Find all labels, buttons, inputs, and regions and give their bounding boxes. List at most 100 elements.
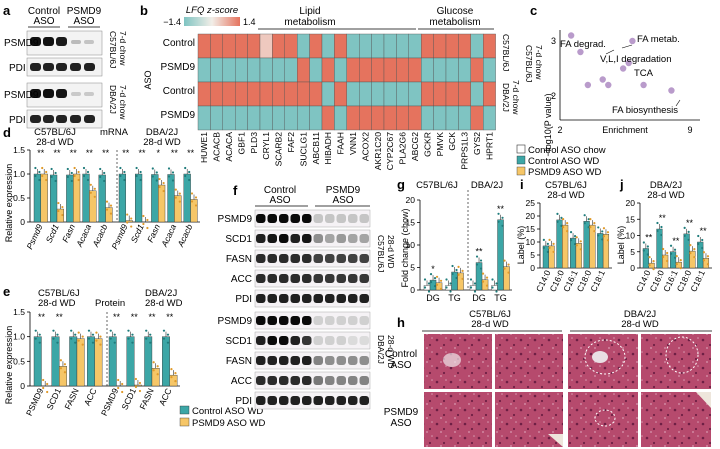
heat-cell (234, 81, 248, 107)
heat-cell (383, 33, 397, 59)
f-dba-band (336, 376, 346, 385)
d-bar-psmd9-dot (109, 212, 113, 215)
gene-label: GCKR (422, 132, 432, 157)
f-dba-band (267, 396, 277, 405)
e-bar-control-dot (56, 341, 59, 344)
e-bar-control-dot (131, 341, 134, 344)
d-significance: ** (37, 148, 45, 158)
g-bar-chow-dot (427, 290, 431, 293)
j-bar-psmd9-dot (666, 251, 669, 255)
b-gene-labels: HUWE1 ACACB ACACA GBF1 PLD3 CRYL1 SCARB2 FAF2 SU… (199, 132, 494, 170)
g-bar-chow-dot (473, 282, 477, 285)
h-img-7 (568, 392, 638, 447)
c-side3: 7-d chow (534, 45, 544, 80)
enrichment-point (619, 65, 627, 72)
d-bar-control-dot (151, 167, 154, 170)
d-bar-control-dot (66, 167, 69, 171)
d-bar-psmd9-dot (130, 217, 133, 220)
panel-c: c C57BL/6J 7-d chow −log10(P value) 3 2 … (524, 3, 700, 157)
d-bar-control-dot (50, 167, 53, 171)
y-tick-label: 20 (626, 198, 636, 208)
g-bar-control-dot (479, 259, 483, 262)
g-bar-control-dot (433, 285, 437, 288)
g-bar-psmd9-dot (503, 267, 506, 270)
panel-g: g C57BL/6J DBA/2J Fold change (chow) 0 5 1… (397, 144, 606, 303)
heat-cell (321, 57, 335, 83)
j-bar-psmd9-dot (652, 260, 655, 263)
j-significance: ** (672, 236, 680, 246)
j-bar-psmd9-dot (702, 251, 706, 254)
f-dba-band (256, 336, 266, 345)
e-bar-control-dot (145, 329, 148, 332)
gene-label: GBF1 (236, 132, 246, 155)
d-bar-control-dot (171, 171, 175, 174)
d-significance: ** (122, 148, 130, 158)
panel-j: j DBA/2J 28-d WD Label (%) 05101520C14:0… (616, 177, 712, 293)
gene-label: ABCB11 (311, 132, 321, 165)
f-b6-band (302, 294, 312, 303)
d-bar-psmd9 (174, 195, 182, 223)
f-b6-row-label: SCD1 (225, 234, 252, 245)
y-tick-label: 1.0 (13, 332, 25, 342)
f-col1b: ASO (269, 195, 290, 206)
d-significance: ** (53, 148, 61, 158)
h-row1b: ASO (390, 360, 411, 371)
heat-cell (284, 105, 298, 131)
enrichment-point (625, 59, 632, 67)
heat-cell (247, 105, 261, 131)
heat-cell (272, 105, 285, 131)
gene-label: PLD3 (249, 132, 259, 154)
y-tick-label: 15 (526, 224, 536, 234)
e-bar-control-dot (52, 337, 55, 340)
d-bar-psmd9-dot (41, 174, 44, 178)
f-dba-band (336, 336, 346, 345)
heat-cell (359, 81, 372, 107)
d-bar-control-dot (54, 179, 57, 183)
b-scale-min: −1.4 (163, 17, 181, 27)
heat-cell (234, 105, 248, 131)
g-bar-chow-dot (495, 282, 498, 285)
g-bar-chow-dot (423, 278, 427, 281)
g-bar-chow-dot (491, 278, 494, 281)
a-row-pdi-1: PDI (9, 63, 26, 74)
j-bar-control-dot (660, 225, 663, 229)
f-b6-row-label: PDI (235, 294, 252, 305)
d-bar-psmd9-dot (178, 192, 181, 195)
i-bar-control (542, 245, 549, 269)
f-dba-band (336, 356, 346, 365)
d-bar-control-dot (123, 178, 126, 182)
heat-cell (334, 57, 347, 83)
g-legend2: Control ASO WD (528, 156, 599, 167)
panel-i: i C57BL/6J 28-d WD Label (%) 0510152025C… (516, 177, 612, 293)
e-bar-psmd9 (59, 366, 67, 387)
g-bar-control-dot (497, 220, 500, 223)
heat-cell (247, 81, 261, 107)
i-bar-control-dot (587, 226, 590, 229)
f-b6-band (359, 254, 369, 263)
i-bar-control-dot (569, 231, 573, 234)
d-significance: * (156, 148, 160, 158)
e-bar-control-dot (127, 337, 130, 340)
gene-label: ACACB (212, 132, 222, 162)
d-bar-control-dot (82, 166, 86, 170)
e-bar-psmd9-dot (134, 377, 138, 381)
e-bar-psmd9-dot (152, 361, 155, 364)
i-bar-control-dot (560, 224, 563, 227)
f-dba-band (336, 396, 346, 405)
g-bar-chow-dot (469, 278, 473, 281)
d-gene-label: Acaca (74, 222, 94, 249)
i-bar-psmd9-dot (593, 222, 596, 225)
d-bar-control-dot (86, 170, 90, 174)
heat-cell (408, 57, 422, 83)
e-bar-psmd9-dot (99, 343, 102, 346)
heat-cell (445, 81, 459, 107)
gene-label: FAF2 (286, 132, 296, 153)
panel-label-a: a (3, 3, 11, 18)
f-dba-band (279, 356, 289, 365)
b-heatmap (197, 33, 496, 131)
e-bar-psmd9-dot (134, 385, 138, 389)
j-significance: ** (645, 233, 653, 243)
f-dba-band (290, 376, 300, 385)
g-title2: DBA/2J (471, 180, 503, 191)
g-bar-control-dot (455, 276, 458, 280)
